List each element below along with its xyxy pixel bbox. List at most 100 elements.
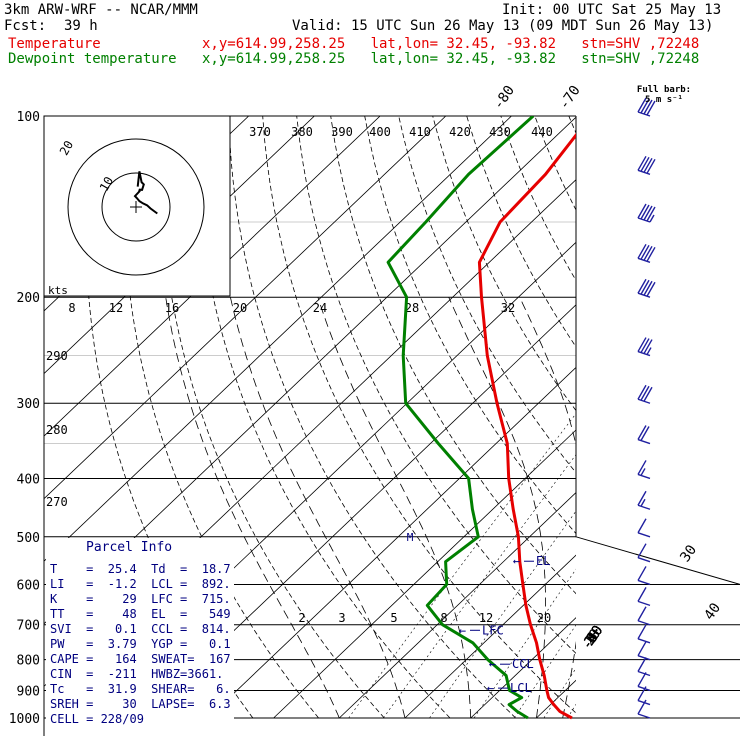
isotherm--100	[44, 116, 381, 437]
wind-barb-350	[637, 425, 651, 445]
hodograph-trace	[133, 171, 158, 215]
dewpoint-profile	[386, 116, 535, 720]
wind-barb-half	[649, 214, 655, 223]
mixing-ratio-bottom-label-20: 20	[537, 611, 551, 625]
wind-barb-175	[637, 243, 656, 263]
dry-adiabat-320	[330, 116, 576, 595]
isotherm-label--80: -80	[490, 83, 518, 113]
mixing-ratio-label-12: 12	[109, 301, 123, 315]
wind-barb-flag	[643, 99, 653, 115]
isotherm--10	[339, 492, 576, 719]
level-marker-lfc-arrow: ←	[459, 623, 466, 637]
wind-barb-flag	[640, 338, 650, 353]
isotherm-0	[404, 554, 576, 719]
dry-adiabat-300	[262, 116, 576, 714]
hodograph-ring-10	[101, 172, 171, 242]
dry-adiabat-330	[364, 116, 576, 535]
level-marker-el-arrow: ←	[513, 554, 520, 568]
wind-barb-450	[637, 490, 651, 510]
wind-barb-flag	[637, 155, 647, 171]
dry-adiabat-280	[194, 116, 451, 719]
mixing-ratio-3	[383, 454, 576, 719]
wind-barb-flag	[637, 699, 647, 715]
model-title: 3km ARW-WRF -- NCAR/MMM	[4, 2, 198, 18]
wind-barb-500	[637, 518, 651, 538]
mixing-ratio-bottom-label-5: 5	[390, 611, 397, 625]
isentrope-label-400: 400	[369, 125, 391, 139]
isentrope-label-430: 430	[489, 125, 511, 139]
wind-barb-flag	[637, 641, 647, 657]
isentrope-label-420: 420	[449, 125, 471, 139]
wind-barb-staff	[637, 438, 651, 445]
wind-barb-staff	[637, 532, 651, 538]
isotherm-20	[536, 679, 576, 719]
level-marker-m: M	[407, 531, 414, 544]
wind-barb-flag	[637, 425, 647, 440]
parcel-row: PW = 3.79 YGP = 0.1	[50, 637, 231, 651]
parcel-row: T = 25.4 Td = 18.7	[50, 562, 231, 576]
wind-barb-flag	[637, 460, 647, 475]
wind-barb-staff	[637, 473, 651, 480]
mixing-ratio-bottom-label-2: 2	[298, 611, 305, 625]
wind-barb-flag	[643, 280, 653, 296]
mixing-ratio-32	[619, 297, 740, 718]
dewpoint-legend: Dewpoint temperature	[8, 51, 177, 67]
parcel-row: CELL = 228/09	[50, 712, 144, 726]
parcel-row: SREH = 30 LAPSE= 6.3	[50, 697, 231, 711]
isotherm-label--70: -70	[556, 83, 584, 113]
moist-adiabat-32	[615, 297, 690, 718]
wind-barb-850	[637, 657, 651, 677]
wind-barb-staff	[637, 557, 651, 563]
level-marker-lcl-arrow: ←	[487, 681, 494, 695]
wind-barb-flag	[637, 587, 647, 602]
temperature-legend: Temperature	[8, 36, 101, 52]
hodograph-box	[43, 115, 231, 297]
mixing-ratio-label-8: 8	[68, 301, 75, 315]
level-marker-lcl: LCL	[510, 681, 532, 695]
dry-adiabat-420	[671, 116, 740, 718]
wind-barb-staff	[637, 713, 651, 719]
isotherm--20	[273, 429, 576, 719]
isotherm-label-20: 20	[581, 626, 604, 649]
forecast-hour: 39 h	[64, 18, 98, 34]
wind-barb-flag	[646, 100, 656, 116]
wind-barb-flag	[637, 518, 647, 534]
hodograph-units-label: kts	[48, 284, 68, 297]
hodograph-ring-label-10: 10	[97, 174, 116, 194]
mixing-ratio-label-32: 32	[501, 301, 515, 315]
wind-barb-staff	[637, 638, 651, 644]
parcel-row: CAPE = 164 SWEAT= 167	[50, 652, 231, 666]
isotherm-label-30: 30	[677, 542, 700, 565]
parcel-info-panel: Parcel Info T = 25.4 Td = 18.7 LI = -1.2…	[46, 538, 234, 736]
hodograph-ring-label-20: 20	[57, 138, 76, 158]
pressure-label-800: 800	[17, 654, 40, 669]
mixing-ratio-label-16: 16	[165, 301, 179, 315]
wind-barb-800	[637, 641, 651, 661]
wind-barb-100	[637, 97, 656, 117]
isotherm-10	[470, 617, 576, 719]
wind-barb-flag	[646, 246, 656, 262]
wind-barb-flag	[637, 203, 647, 219]
barb-legend-line1: Full barb:	[637, 85, 691, 95]
pressure-label-1000: 1000	[9, 712, 40, 727]
wind-barb-staff	[637, 670, 651, 677]
wind-barb-flag	[637, 384, 647, 400]
level-marker-ccl-arrow: ←	[489, 657, 496, 671]
wind-barb-flag	[640, 98, 650, 114]
dewpoint-location: x,y=614.99,258.25 lat,lon= 32.45, -93.82…	[202, 51, 700, 67]
isentrope-label-370: 370	[249, 125, 271, 139]
wind-barb-200	[637, 278, 656, 298]
moist-adiabat-28	[589, 297, 633, 718]
wind-barb-flag	[640, 244, 650, 260]
wind-barb-flag	[646, 206, 656, 222]
wind-barb-flag	[637, 672, 647, 687]
dry-adiabat-290	[228, 116, 516, 719]
wind-barb-staff	[637, 579, 651, 586]
pressure-label-300: 300	[17, 397, 40, 412]
moist-adiabat-0	[230, 297, 406, 719]
mixing-ratio-16	[543, 667, 576, 719]
isotherm-30	[602, 116, 740, 718]
pressure-label-100: 100	[17, 110, 40, 125]
wind-barb-flag	[640, 156, 650, 172]
isentrope-left-label-290: 290	[46, 349, 68, 363]
